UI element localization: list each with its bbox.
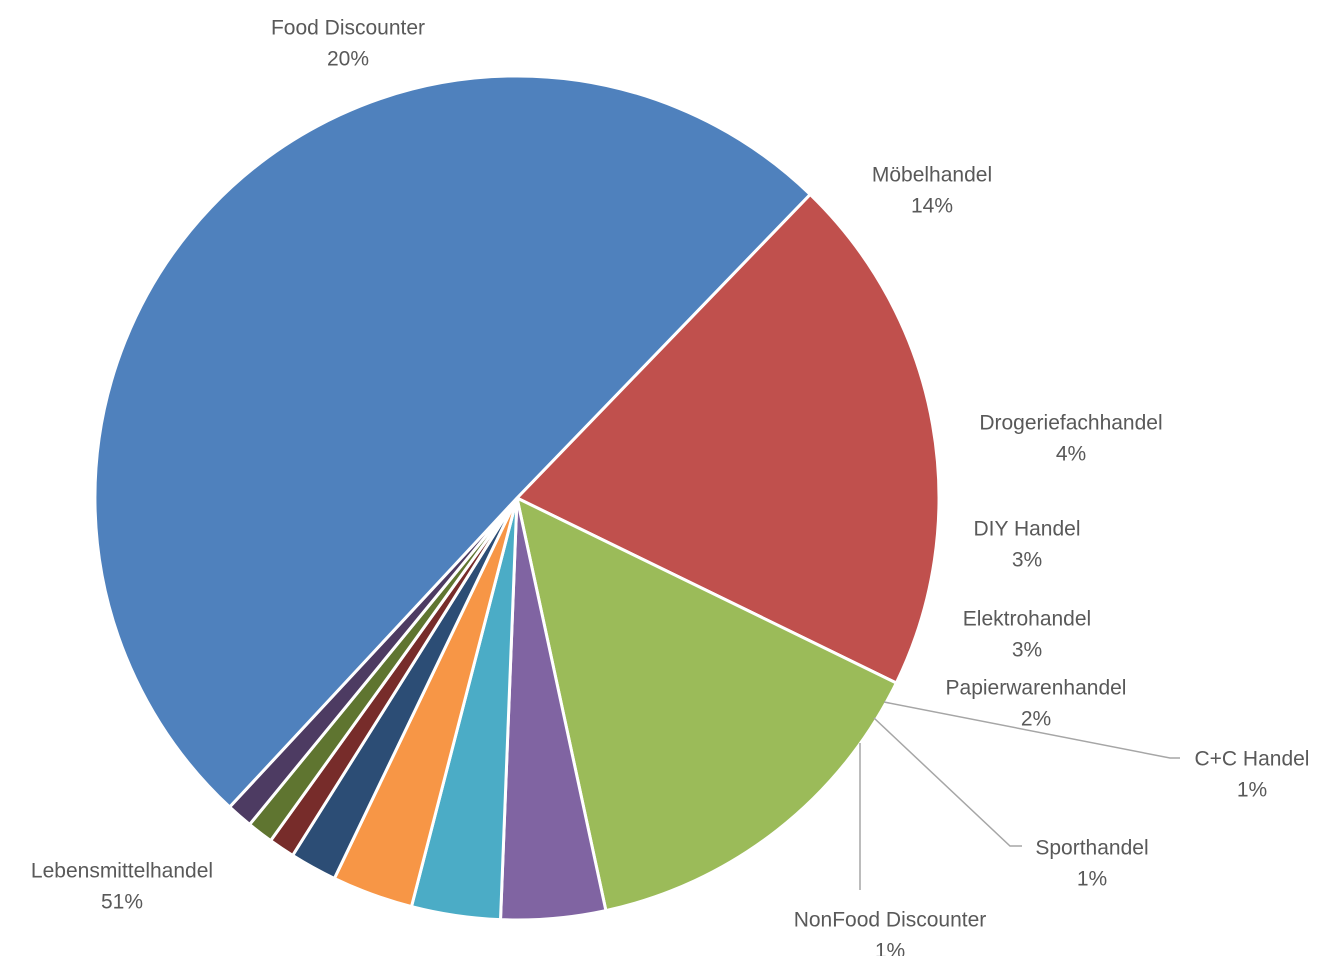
leader-line-sporthandel [873, 717, 1022, 847]
pie-slice-lebensmittelhandel [93, 74, 813, 810]
slice-value-diy-handel: 3% [1012, 548, 1042, 571]
pie-slices [93, 74, 941, 922]
slice-value-elektrohandel: 3% [1012, 638, 1042, 661]
slice-label-c-c-handel: C+C Handel [1195, 747, 1310, 770]
slice-label-lebensmittelhandel: Lebensmittelhandel [31, 859, 213, 882]
slice-label-sporthandel: Sporthandel [1035, 836, 1148, 859]
slice-value-sporthandel: 1% [1077, 867, 1107, 890]
slice-label-elektrohandel: Elektrohandel [963, 607, 1091, 630]
slice-value-nonfood-discounter: 1% [875, 939, 905, 956]
slice-label-food-discounter: Food Discounter [271, 16, 425, 39]
data-labels: Food Discounter 20% Möbelhandel 14% Drogerie… [31, 16, 1310, 956]
leader-line-c-c-handel [883, 701, 1180, 759]
slice-value-c-c-handel: 1% [1237, 778, 1267, 801]
slice-value-food-discounter: 20% [327, 47, 369, 70]
leader-lines [859, 701, 1180, 890]
slice-label-möbelhandel: Möbelhandel [872, 163, 992, 186]
slice-value-papierwarenhandel: 2% [1021, 707, 1051, 730]
slice-label-diy-handel: DIY Handel [973, 517, 1080, 540]
slice-label-drogeriefachhandel: Drogeriefachhandel [979, 411, 1162, 434]
slice-value-drogeriefachhandel: 4% [1056, 442, 1086, 465]
slice-label-nonfood-discounter: NonFood Discounter [794, 908, 987, 931]
pie-slice-food-discounter [514, 192, 941, 685]
slice-value-möbelhandel: 14% [911, 194, 953, 217]
slice-label-papierwarenhandel: Papierwarenhandel [946, 676, 1127, 699]
slice-value-lebensmittelhandel: 51% [101, 890, 143, 913]
